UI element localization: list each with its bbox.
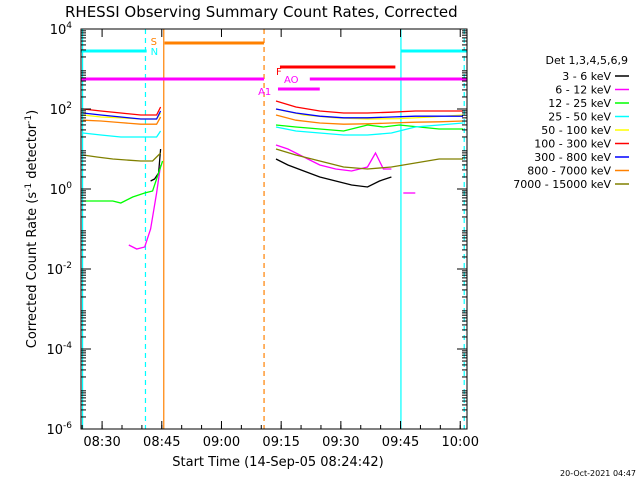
- series-line-8-1: [275, 148, 463, 170]
- y-label-part-1: Corrected Count Rate (s: [25, 192, 40, 349]
- flag-label-3: AO: [284, 75, 299, 86]
- series-line-2-0: [83, 160, 164, 204]
- series-line-2-1: [275, 124, 463, 132]
- series-line-8-0: [82, 152, 162, 162]
- series-layer: [82, 100, 464, 250]
- series-line-4-1: [275, 108, 464, 120]
- legend-label-4: 50 - 100 keV: [541, 124, 611, 137]
- x-tick-label-5: 09:45: [382, 435, 419, 450]
- x-tick-label-0: 08:30: [83, 435, 120, 450]
- series-line-0-1: [275, 158, 392, 188]
- y-tick-label-2: 100: [50, 181, 73, 198]
- flag-label-4: A1: [258, 87, 271, 98]
- legend-label-3: 25 - 50 keV: [548, 111, 611, 124]
- y-label-sup-2: -1: [24, 115, 34, 124]
- legend-label-2: 12 - 25 keV: [548, 97, 611, 110]
- y-label-part-3: ): [25, 110, 40, 115]
- legend-label-8: 7000 - 15000 keV: [513, 178, 611, 191]
- x-tick-label-6: 10:00: [442, 435, 479, 450]
- y-tick-label-5: 10-6: [46, 421, 72, 438]
- y-tick-label-4: 10-4: [46, 341, 72, 358]
- y-axis-label: Corrected Count Rate (s-1 detector-1): [24, 110, 40, 348]
- x-tick-label-2: 09:00: [203, 435, 240, 450]
- y-tick-label-3: 10-2: [46, 261, 72, 278]
- y-label-part-2: detector: [25, 123, 40, 183]
- series-line-7-1: [275, 114, 464, 125]
- series-line-5-1: [275, 100, 463, 114]
- series-line-1-1: [275, 144, 392, 172]
- y-tick-label-0: 104: [50, 21, 73, 38]
- series-line-7-0: [82, 116, 162, 125]
- y-tick-label-1: 102: [50, 101, 72, 118]
- x-tick-label-3: 09:15: [262, 435, 299, 450]
- legend-title: Det 1,3,4,5,6,9: [545, 54, 628, 67]
- series-line-6-1: [275, 108, 463, 119]
- x-axis-label: Start Time (14-Sep-05 08:24:42): [172, 455, 383, 470]
- x-tick-label-1: 08:45: [143, 435, 180, 450]
- series-line-6-0: [82, 110, 162, 120]
- flag-label-2: F: [276, 67, 282, 78]
- flag-label-0: S: [151, 37, 157, 48]
- legend-label-1: 6 - 12 keV: [555, 84, 611, 97]
- series-line-3-0: [82, 130, 162, 138]
- chart-title: RHESSI Observing Summary Count Rates, Co…: [65, 3, 458, 21]
- plot-frame: [80, 28, 468, 430]
- y-label-sup-1: -1: [24, 183, 34, 192]
- x-tick-label-4: 09:30: [322, 435, 359, 450]
- series-line-3-1: [275, 122, 464, 136]
- flag-layer: SN FAO A1: [81, 37, 467, 98]
- legend-label-5: 100 - 300 keV: [534, 138, 611, 151]
- legend-label-7: 800 - 7000 keV: [527, 165, 611, 178]
- legend-label-6: 300 - 800 keV: [534, 151, 611, 164]
- plot-lines: [81, 29, 465, 429]
- series-line-5-0: [82, 106, 162, 116]
- flag-label-1: N: [151, 47, 158, 58]
- legend-label-0: 3 - 6 keV: [562, 70, 611, 83]
- y-axis-ticks: 104 102 100 10-2 10-4 10-6: [46, 21, 467, 438]
- x-axis-ticks: 08:30 08:45 09:00 09:15 09:30 09:45 10:00: [81, 29, 479, 450]
- series-line-0-0: [150, 148, 162, 182]
- footer-timestamp: 20-Oct-2021 04:47: [560, 469, 636, 478]
- series-line-1-0: [128, 164, 162, 250]
